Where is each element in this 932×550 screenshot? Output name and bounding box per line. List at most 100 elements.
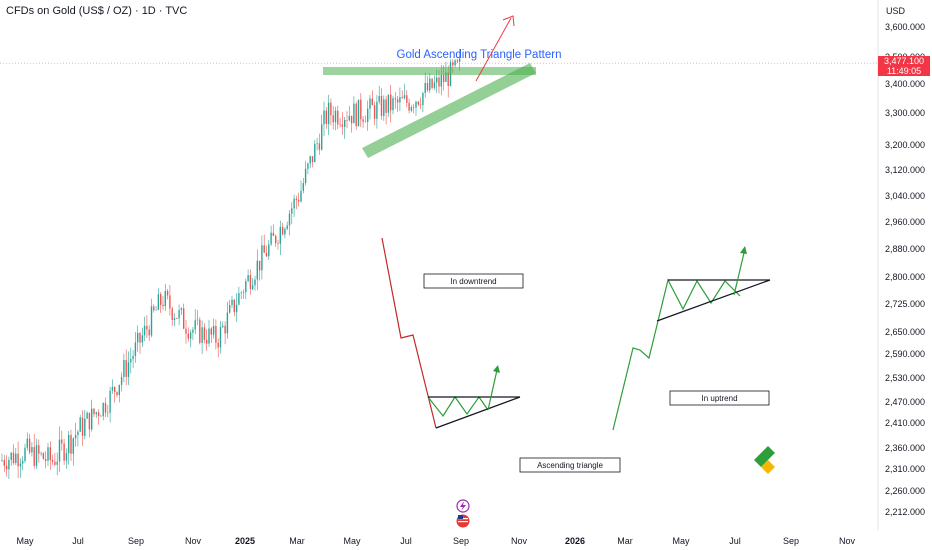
y-tick-label: 2,470.000 <box>885 397 925 407</box>
candle-body <box>353 103 355 124</box>
candle <box>415 100 417 116</box>
candle <box>81 410 84 446</box>
candle-body <box>127 362 130 377</box>
candle <box>378 85 380 105</box>
pattern-overlay: Gold Ascending Triangle Pattern In downtr… <box>323 15 782 528</box>
candle-body <box>309 156 311 164</box>
candle <box>84 409 86 440</box>
candle-body <box>8 459 10 470</box>
candle-body <box>123 360 125 377</box>
candle <box>311 156 314 168</box>
candle-body <box>164 290 166 307</box>
candle-body <box>304 168 307 184</box>
candle-body <box>440 75 442 87</box>
candle <box>180 307 183 315</box>
candle <box>419 97 422 109</box>
candle <box>26 432 28 451</box>
candle-body <box>111 387 114 391</box>
candle-body <box>447 72 449 86</box>
candle-body <box>341 124 344 127</box>
candle <box>275 234 277 247</box>
last-price-badge: 3,477.100 11:49:05 <box>878 56 930 76</box>
lightning-glyph-icon <box>460 501 466 511</box>
candle <box>137 325 139 352</box>
candle <box>95 411 97 418</box>
candle-body <box>268 244 270 257</box>
candle <box>194 308 196 335</box>
candle <box>456 58 459 63</box>
candle <box>146 315 148 339</box>
candle-body <box>256 260 258 280</box>
candle-body <box>295 198 298 201</box>
candle <box>109 386 111 423</box>
y-tick-label: 2,800.000 <box>885 272 925 282</box>
logo-center <box>768 453 782 467</box>
y-tick-label: 3,300.000 <box>885 108 925 118</box>
candle-body <box>293 198 295 209</box>
candle-body <box>166 290 169 296</box>
candle <box>431 77 433 90</box>
candle-body <box>242 292 245 293</box>
candle <box>51 454 54 465</box>
candle-body <box>196 319 199 321</box>
candle <box>203 323 206 344</box>
candle-body <box>459 58 461 62</box>
candle <box>339 117 341 128</box>
candle <box>304 160 307 186</box>
x-axis[interactable]: May Jul Sep Nov 2025 Mar May Jul Sep Nov 2026 Mar Ma… <box>16 536 855 546</box>
candle <box>22 456 24 471</box>
pattern-title: Gold Ascending Triangle Pattern <box>397 49 562 61</box>
y-axis[interactable]: 3,600.0003,500.0003,400.0003,300.0003,20… <box>885 22 925 517</box>
candle-body <box>88 412 91 430</box>
candle <box>196 310 199 326</box>
candle <box>403 83 406 100</box>
candle <box>169 284 171 316</box>
candle-body <box>277 242 279 244</box>
candle <box>33 434 35 469</box>
candle-body <box>224 325 226 334</box>
candle <box>254 275 256 291</box>
candle-body <box>383 99 385 116</box>
candle-body <box>302 183 304 191</box>
candle <box>141 327 143 348</box>
candle <box>35 438 38 469</box>
candle <box>1 453 3 462</box>
candle <box>189 329 192 348</box>
symbol-title[interactable]: CFDs on Gold (US$ / OZ) · 1D · TVC <box>6 5 188 17</box>
candle-body <box>392 98 394 111</box>
candle-body <box>426 83 429 91</box>
candle <box>38 439 40 463</box>
candle-body <box>42 453 45 460</box>
candle-body <box>334 110 337 123</box>
candle-body <box>107 412 109 414</box>
candle-body <box>132 355 134 360</box>
candle <box>116 391 118 398</box>
candle <box>49 441 51 470</box>
candle <box>160 292 162 313</box>
candle <box>93 408 95 418</box>
candle <box>288 209 291 236</box>
candle-body <box>332 115 334 123</box>
candle-body <box>367 108 369 122</box>
candle-body <box>157 294 160 310</box>
candle <box>369 94 371 120</box>
candle-body <box>31 447 33 453</box>
candle-body <box>40 453 42 454</box>
candle <box>399 87 401 112</box>
big-triangle-bottom <box>656 279 771 322</box>
candle-body <box>330 102 332 116</box>
candle-body <box>307 163 309 169</box>
x-tick-label: May <box>672 536 690 546</box>
candle-body <box>208 328 210 344</box>
candle <box>210 326 212 343</box>
candle <box>3 454 5 472</box>
candle-body <box>339 124 341 125</box>
candle <box>212 318 215 339</box>
candle-body <box>371 98 373 106</box>
candle-body <box>452 62 454 66</box>
y-tick-label: 3,040.000 <box>885 191 925 201</box>
chart-grid <box>0 0 879 530</box>
candle-body <box>270 232 272 245</box>
candle <box>350 115 353 133</box>
